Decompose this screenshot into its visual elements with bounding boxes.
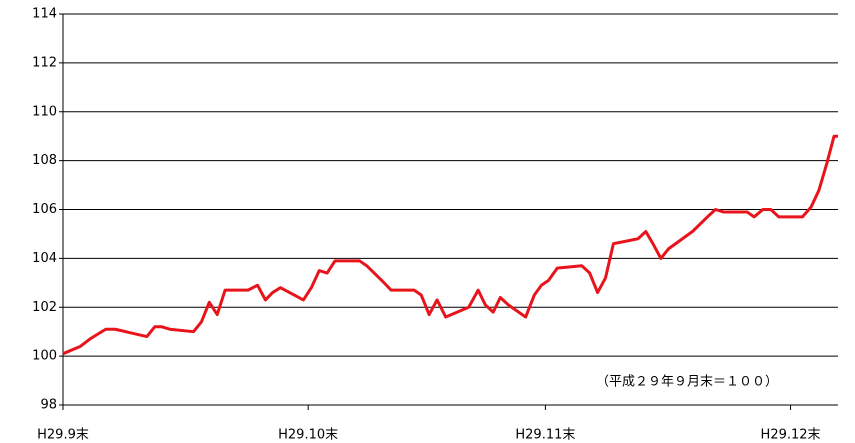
y-tick-label: 100	[32, 349, 57, 364]
annotation: （平成２９年９月末＝１００）	[596, 375, 778, 390]
x-tick-label: H29.9末	[37, 428, 89, 443]
y-tick-label: 114	[32, 7, 57, 22]
y-tick-label: 110	[32, 104, 57, 119]
y-tick-label: 104	[32, 251, 57, 266]
x-tick-label: H29.11末	[515, 428, 575, 443]
y-tick-label: 112	[32, 55, 57, 70]
y-tick-label: 106	[32, 202, 57, 217]
y-tick-label: 108	[32, 153, 57, 168]
y-tick-label: 102	[32, 300, 57, 315]
line	[62, 134, 838, 356]
x-tick-label: H29.10末	[278, 428, 338, 443]
y-tick-label: 98	[40, 398, 57, 413]
x-tick-label: H29.12末	[761, 428, 821, 443]
